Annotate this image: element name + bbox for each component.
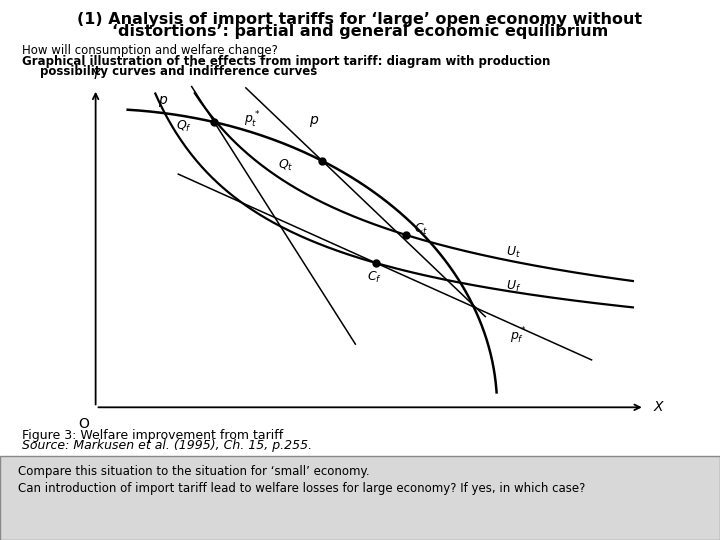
Text: $p$: $p$ [309, 114, 319, 129]
Text: Compare this situation to the situation for ‘small’ economy.: Compare this situation to the situation … [18, 465, 369, 478]
Text: $C_f$: $C_f$ [367, 270, 382, 285]
Text: $p_f^*$: $p_f^*$ [510, 325, 526, 346]
Text: ‘distortions’: partial and general economic equilibrium: ‘distortions’: partial and general econo… [112, 24, 608, 39]
Text: O: O [78, 417, 89, 431]
Text: $C_t$: $C_t$ [415, 222, 429, 237]
Text: Source: Markusen et al. (1995), Ch. 15, p.255.: Source: Markusen et al. (1995), Ch. 15, … [22, 439, 312, 452]
Text: Can introduction of import tariff lead to welfare losses for large economy? If y: Can introduction of import tariff lead t… [18, 482, 585, 495]
Text: Y: Y [91, 68, 100, 82]
Text: $U_t$: $U_t$ [506, 245, 521, 260]
Text: possibility curves and indifference curves: possibility curves and indifference curv… [40, 65, 317, 78]
Text: Graphical illustration of the effects from import tariff: diagram with productio: Graphical illustration of the effects fr… [22, 55, 550, 68]
Text: Figure 3: Welfare improvement from tariff: Figure 3: Welfare improvement from tarif… [22, 429, 283, 442]
Text: (1) Analysis of import tariffs for ‘large’ open economy without: (1) Analysis of import tariffs for ‘larg… [78, 12, 642, 27]
Text: $Q_t$: $Q_t$ [278, 158, 294, 173]
Text: $U_f$: $U_f$ [506, 279, 521, 294]
Text: $p_t^*$: $p_t^*$ [244, 110, 261, 130]
Text: X: X [654, 400, 663, 414]
Text: $Q_f$: $Q_f$ [176, 119, 192, 134]
Text: How will consumption and welfare change?: How will consumption and welfare change? [22, 44, 277, 57]
Text: $p$: $p$ [158, 94, 168, 109]
